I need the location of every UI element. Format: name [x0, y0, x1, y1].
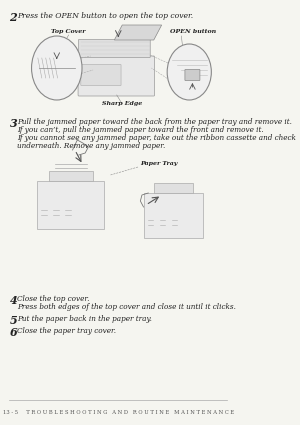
Text: Put the paper back in the paper tray.: Put the paper back in the paper tray. — [17, 315, 152, 323]
FancyBboxPatch shape — [78, 56, 154, 96]
Polygon shape — [114, 25, 162, 40]
Text: 13 - 5     T R O U B L E S H O O T I N G   A N D   R O U T I N E   M A I N T E N: 13 - 5 T R O U B L E S H O O T I N G A N… — [3, 410, 234, 415]
Text: Close the paper tray cover.: Close the paper tray cover. — [17, 327, 116, 335]
Text: 5: 5 — [10, 315, 17, 326]
Polygon shape — [49, 171, 93, 181]
Polygon shape — [154, 182, 193, 193]
Circle shape — [32, 36, 82, 100]
Text: Pull the jammed paper toward the back from the paper tray and remove it.: Pull the jammed paper toward the back fr… — [17, 118, 292, 126]
FancyBboxPatch shape — [81, 65, 121, 85]
Text: Press the OPEN button to open the top cover.: Press the OPEN button to open the top co… — [17, 12, 194, 20]
Text: Paper Tray: Paper Tray — [140, 161, 178, 166]
Text: 6: 6 — [10, 327, 17, 338]
Text: underneath. Remove any jammed paper.: underneath. Remove any jammed paper. — [17, 142, 166, 150]
Text: 3: 3 — [10, 118, 17, 129]
FancyBboxPatch shape — [79, 40, 150, 57]
Polygon shape — [144, 193, 203, 238]
Circle shape — [167, 44, 211, 100]
Text: If you cannot see any jammed paper, take out the ribbon cassette and check: If you cannot see any jammed paper, take… — [17, 134, 296, 142]
Text: Sharp Edge: Sharp Edge — [102, 101, 142, 106]
Text: Top Cover: Top Cover — [51, 29, 86, 34]
Text: Press both edges of the top cover and close it until it clicks.: Press both edges of the top cover and cl… — [17, 303, 236, 311]
Text: 4: 4 — [10, 295, 17, 306]
Text: If you can’t, pull the jammed paper toward the front and remove it.: If you can’t, pull the jammed paper towa… — [17, 126, 264, 134]
Text: 2: 2 — [10, 12, 17, 23]
Polygon shape — [38, 181, 104, 229]
Text: Close the top cover.: Close the top cover. — [17, 295, 90, 303]
Text: OPEN button: OPEN button — [169, 29, 216, 34]
FancyBboxPatch shape — [185, 70, 200, 80]
